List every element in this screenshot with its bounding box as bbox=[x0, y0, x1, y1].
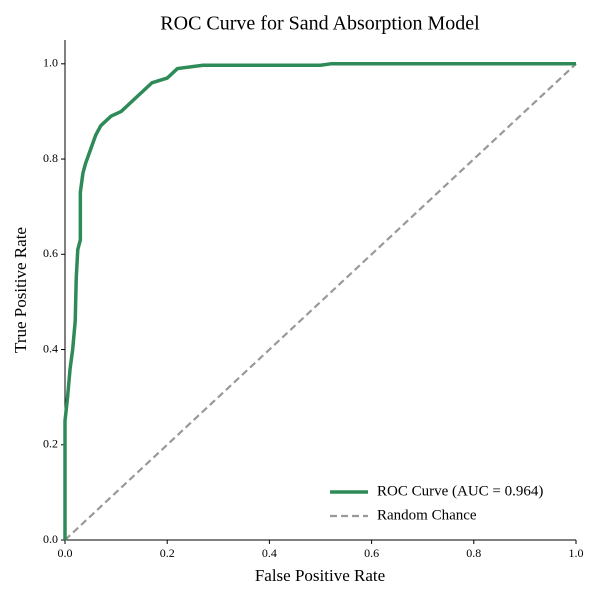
x-tick-label: 0.8 bbox=[466, 546, 481, 560]
chart-title: ROC Curve for Sand Absorption Model bbox=[160, 13, 480, 35]
y-tick-label: 1.0 bbox=[43, 56, 58, 70]
series-line bbox=[63, 62, 576, 540]
x-tick-label: 0.0 bbox=[58, 546, 73, 560]
x-tick-label: 0.2 bbox=[160, 546, 175, 560]
legend-label: Random Chance bbox=[377, 507, 477, 523]
y-axis-title: True Positive Rate bbox=[11, 227, 30, 353]
x-tick-label: 1.0 bbox=[569, 546, 584, 560]
series-line bbox=[64, 63, 577, 541]
y-tick-label: 0.8 bbox=[43, 151, 58, 165]
y-tick-label: 0.2 bbox=[43, 437, 58, 451]
x-axis-title: False Positive Rate bbox=[255, 566, 385, 585]
y-tick-label: 0.0 bbox=[43, 532, 58, 546]
legend-label: ROC Curve (AUC = 0.964) bbox=[377, 483, 543, 499]
y-tick-label: 0.6 bbox=[43, 246, 58, 260]
x-tick-label: 0.4 bbox=[262, 546, 277, 560]
y-tick-label: 0.4 bbox=[43, 341, 58, 355]
x-tick-label: 0.6 bbox=[364, 546, 379, 560]
